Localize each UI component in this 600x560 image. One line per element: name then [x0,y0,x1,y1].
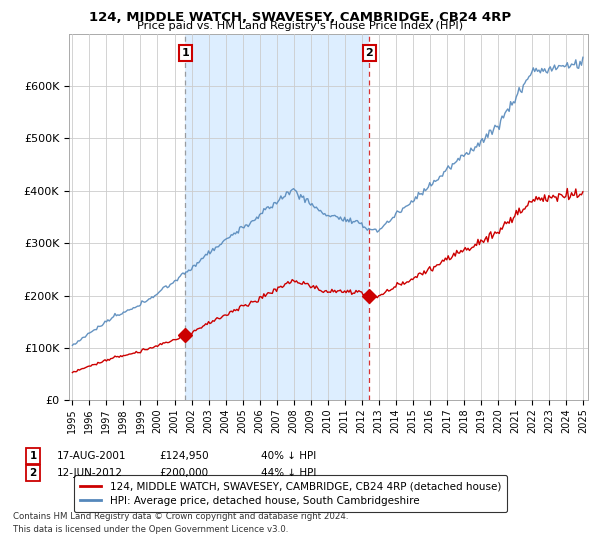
Legend: 124, MIDDLE WATCH, SWAVESEY, CAMBRIDGE, CB24 4RP (detached house), HPI: Average : 124, MIDDLE WATCH, SWAVESEY, CAMBRIDGE, … [74,475,507,512]
Text: 2: 2 [29,468,37,478]
Text: 17-AUG-2001: 17-AUG-2001 [57,451,127,461]
Text: Contains HM Land Registry data © Crown copyright and database right 2024.: Contains HM Land Registry data © Crown c… [13,512,349,521]
Text: 40% ↓ HPI: 40% ↓ HPI [261,451,316,461]
Text: £124,950: £124,950 [159,451,209,461]
Text: 1: 1 [181,48,189,58]
Text: 124, MIDDLE WATCH, SWAVESEY, CAMBRIDGE, CB24 4RP: 124, MIDDLE WATCH, SWAVESEY, CAMBRIDGE, … [89,11,511,24]
Text: This data is licensed under the Open Government Licence v3.0.: This data is licensed under the Open Gov… [13,525,289,534]
Text: £200,000: £200,000 [159,468,208,478]
Text: 2: 2 [365,48,373,58]
Bar [185,34,370,400]
Text: 1: 1 [29,451,37,461]
Text: 12-JUN-2012: 12-JUN-2012 [57,468,123,478]
Text: Price paid vs. HM Land Registry's House Price Index (HPI): Price paid vs. HM Land Registry's House … [137,21,463,31]
Text: 44% ↓ HPI: 44% ↓ HPI [261,468,316,478]
